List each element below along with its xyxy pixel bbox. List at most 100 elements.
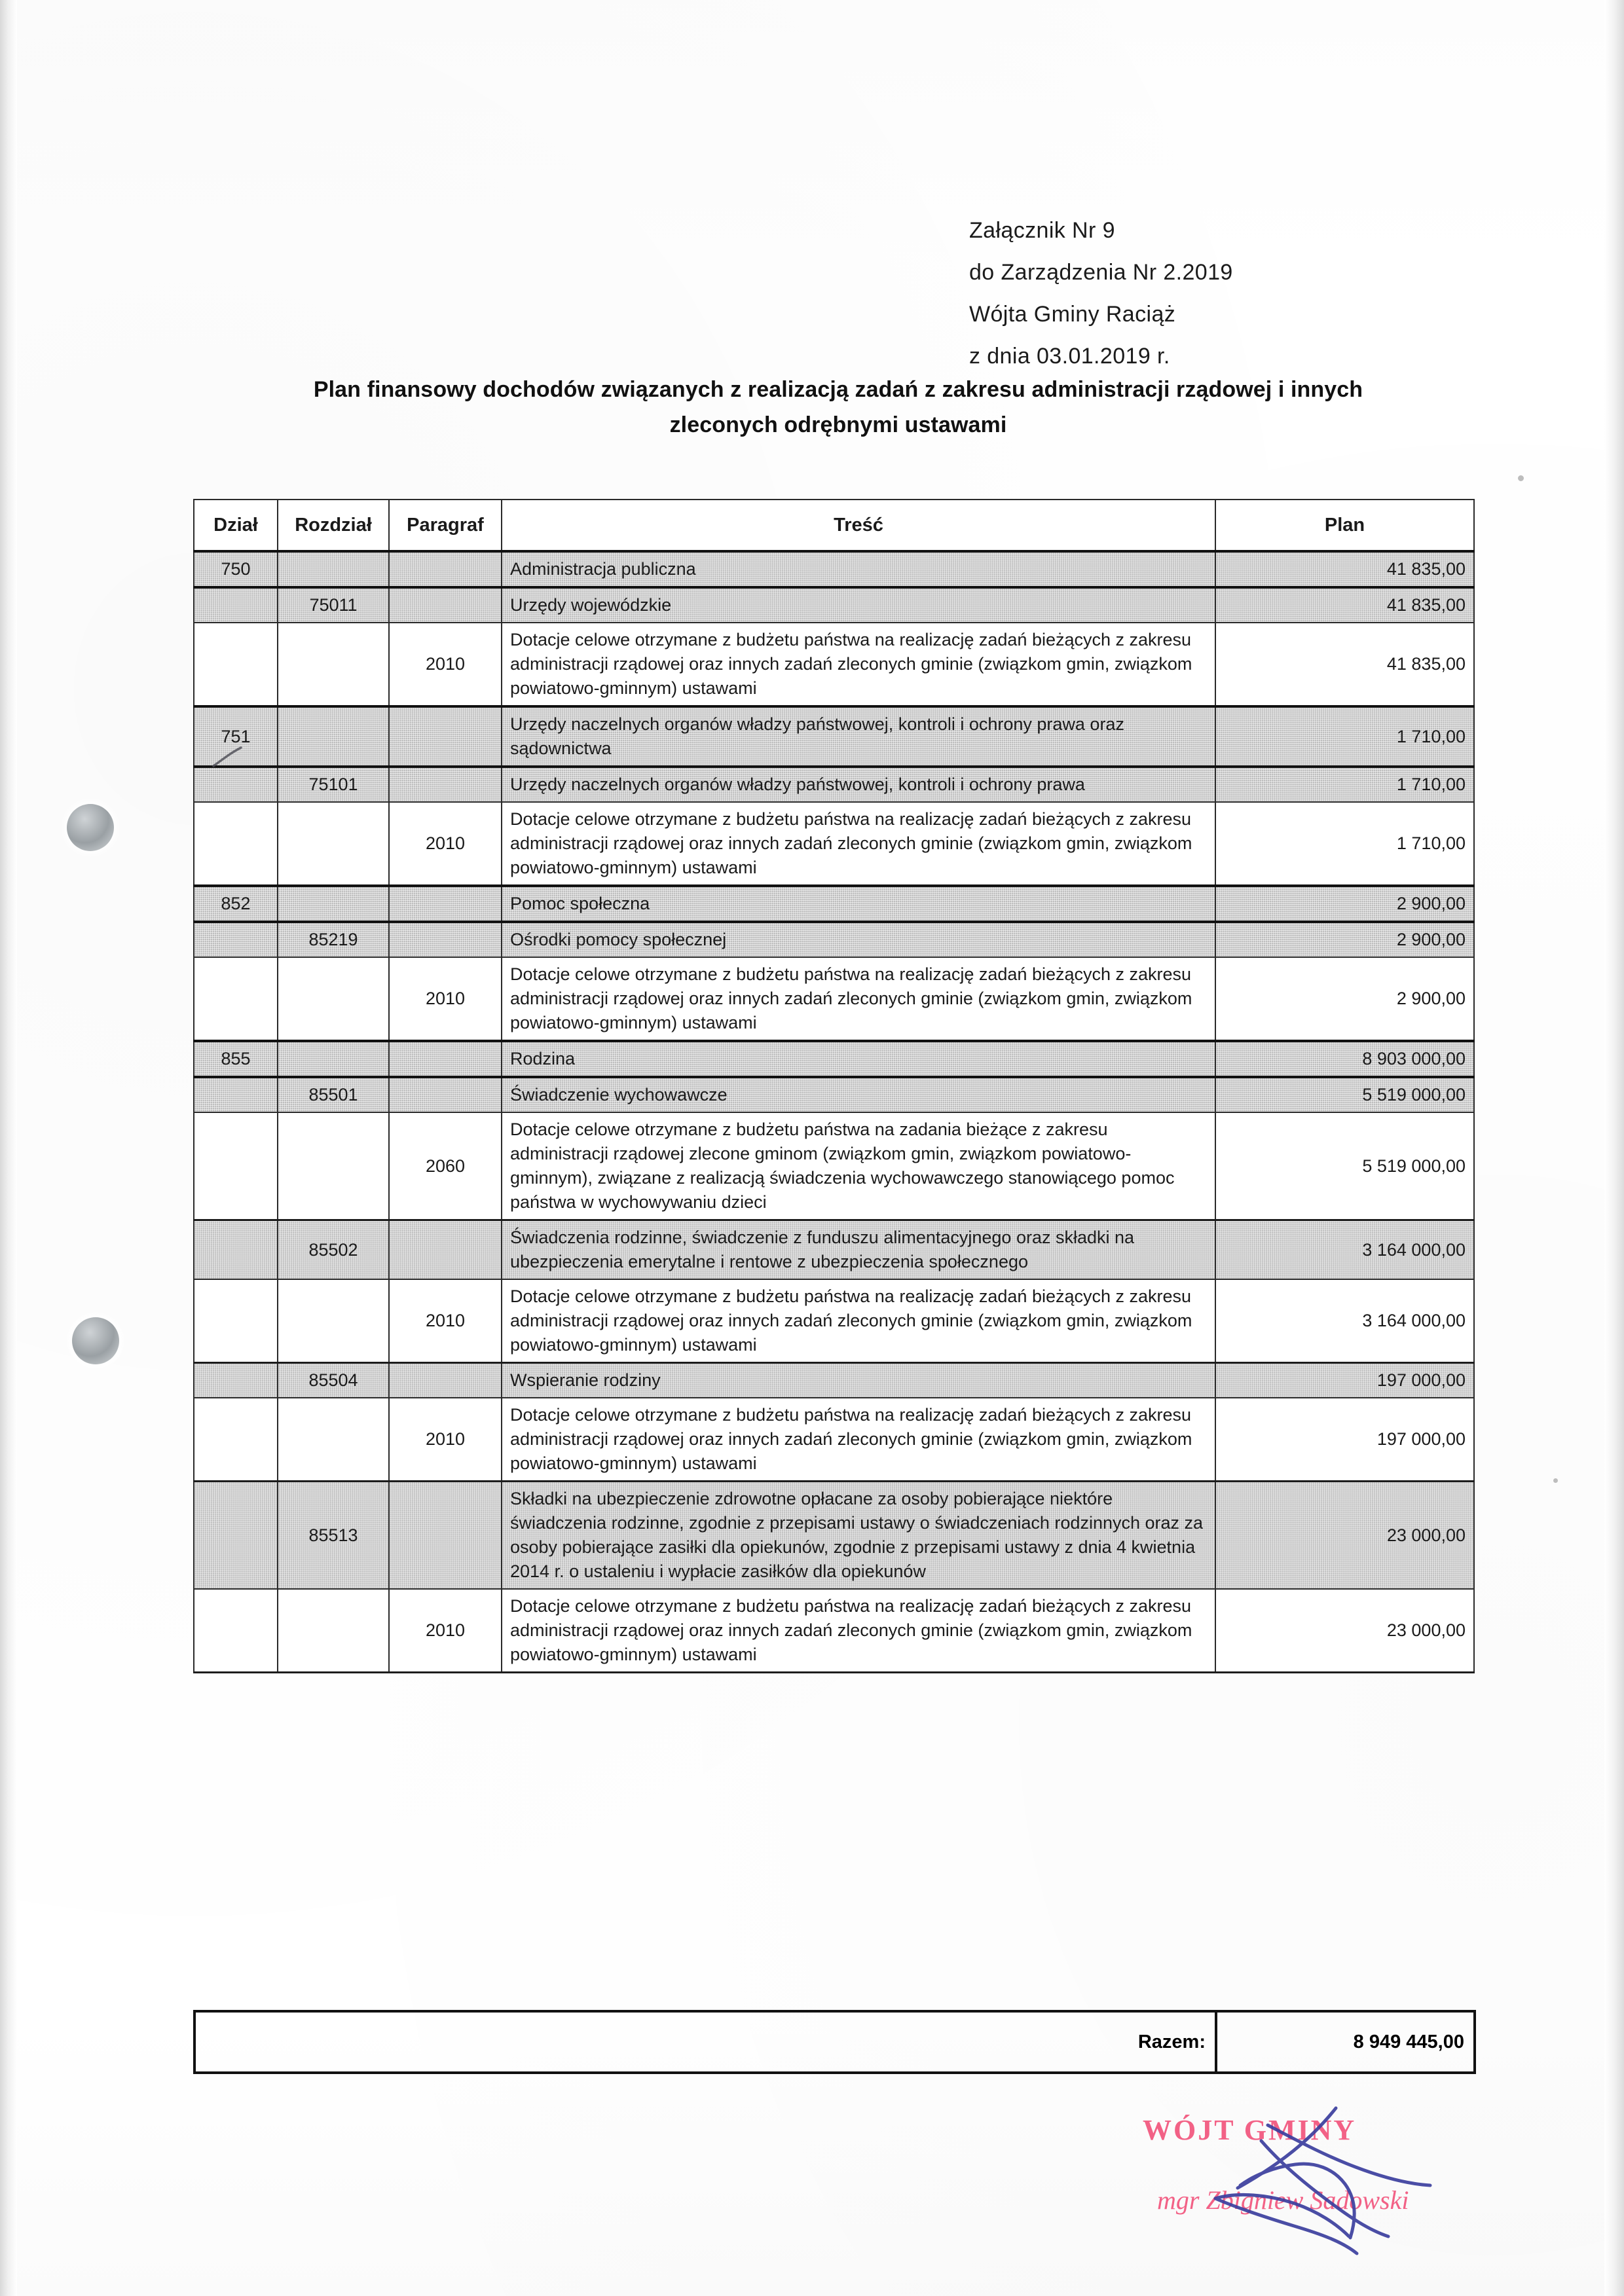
- attachment-header: Załącznik Nr 9 do Zarządzenia Nr 2.2019 …: [969, 210, 1506, 377]
- cell-paragraf-8: 2010: [388, 957, 502, 1042]
- cell-tresc-9: Rodzina: [501, 1040, 1216, 1078]
- table-header-row: Dział Rozdział Paragraf Treść Plan: [193, 499, 1475, 553]
- scan-speck: [1518, 475, 1524, 481]
- cell-tresc-1: Urzędy wojewódzkie: [501, 587, 1216, 623]
- cell-dzial-14: [193, 1362, 278, 1398]
- cell-paragraf-16: [388, 1480, 502, 1590]
- cell-plan-8: 2 900,00: [1215, 957, 1475, 1042]
- cell-rozdzial-1: 75011: [277, 587, 390, 623]
- cell-tresc-13: Dotacje celowe otrzymane z budżetu państ…: [501, 1279, 1216, 1364]
- column-header-plan: Plan: [1215, 499, 1475, 553]
- cell-dzial-1: [193, 587, 278, 623]
- cell-rozdzial-14: 85504: [277, 1362, 390, 1398]
- cell-paragraf-1: [388, 587, 502, 623]
- cell-tresc-0: Administracja publiczna: [501, 550, 1216, 589]
- cell-tresc-16: Składki na ubezpieczenie zdrowotne opłac…: [501, 1480, 1216, 1590]
- cell-rozdzial-9: [277, 1040, 390, 1078]
- table-row: 2010 Dotacje celowe otrzymane z budżetu p…: [193, 1397, 1475, 1482]
- cell-plan-2: 41 835,00: [1215, 622, 1475, 708]
- cell-rozdzial-12: 85502: [277, 1219, 390, 1280]
- attachment-line-4: z dnia 03.01.2019 r.: [969, 344, 1170, 369]
- table-row: 85502 Świadczenia rodzinne, świadczenie z…: [193, 1219, 1475, 1280]
- column-header-tresc: Treść: [501, 499, 1216, 553]
- attachment-line-3: Wójta Gminy Raciąż: [969, 302, 1176, 327]
- official-stamp: WÓJT GMINY mgr Zbigniew Sadowski: [1143, 2113, 1496, 2215]
- cell-plan-10: 5 519 000,00: [1215, 1076, 1475, 1113]
- table-row: 2010 Dotacje celowe otrzymane z budżetu p…: [193, 622, 1475, 708]
- table-row: 85219 Ośrodki pomocy społecznej 2 900,00: [193, 921, 1475, 958]
- table-row: 2010 Dotacje celowe otrzymane z budżetu p…: [193, 801, 1475, 887]
- table-row: 85504 Wspieranie rodziny 197 000,00: [193, 1362, 1475, 1398]
- cell-paragraf-12: [388, 1219, 502, 1280]
- cell-plan-12: 3 164 000,00: [1215, 1219, 1475, 1280]
- total-row-table: Razem: 8 949 445,00: [193, 2010, 1476, 2074]
- cell-plan-7: 2 900,00: [1215, 921, 1475, 958]
- table-body: 750 Administracja publiczna 41 835,00 75011…: [193, 550, 1475, 1673]
- table-row: 750 Administracja publiczna 41 835,00: [193, 550, 1475, 589]
- cell-plan-1: 41 835,00: [1215, 587, 1475, 623]
- cell-rozdzial-2: [277, 622, 390, 708]
- table-row: 2010 Dotacje celowe otrzymane z budżetu p…: [193, 1279, 1475, 1364]
- cell-paragraf-6: [388, 884, 502, 923]
- cell-dzial-4: [193, 766, 278, 803]
- cell-tresc-14: Wspieranie rodziny: [501, 1362, 1216, 1398]
- cell-rozdzial-4: 75101: [277, 766, 390, 803]
- cell-rozdzial-8: [277, 957, 390, 1042]
- cell-plan-17: 23 000,00: [1215, 1588, 1475, 1673]
- cell-tresc-10: Świadczenie wychowawcze: [501, 1076, 1216, 1113]
- cell-paragraf-15: 2010: [388, 1397, 502, 1482]
- cell-tresc-15: Dotacje celowe otrzymane z budżetu państ…: [501, 1397, 1216, 1482]
- cell-plan-3: 1 710,00: [1215, 705, 1475, 768]
- cell-plan-15: 197 000,00: [1215, 1397, 1475, 1482]
- cell-paragraf-13: 2010: [388, 1279, 502, 1364]
- cell-paragraf-2: 2010: [388, 622, 502, 708]
- cell-rozdzial-5: [277, 801, 390, 887]
- document-title: Plan finansowy dochodów związanych z rea…: [164, 372, 1513, 443]
- cell-rozdzial-10: 85501: [277, 1076, 390, 1113]
- cell-dzial-13: [193, 1279, 278, 1364]
- cell-rozdzial-13: [277, 1279, 390, 1364]
- column-header-dzial: Dział: [193, 499, 278, 553]
- budget-table: Dział Rozdział Paragraf Treść Plan 750 Ad…: [193, 499, 1475, 1673]
- cell-dzial-0: 750: [193, 550, 278, 589]
- cell-dzial-10: [193, 1076, 278, 1113]
- cell-dzial-6: 852: [193, 884, 278, 923]
- cell-rozdzial-7: 85219: [277, 921, 390, 958]
- stamp-name: mgr Zbigniew Sadowski: [1157, 2185, 1409, 2215]
- cell-tresc-6: Pomoc społeczna: [501, 884, 1216, 923]
- cell-tresc-11: Dotacje celowe otrzymane z budżetu państ…: [501, 1112, 1216, 1221]
- cell-rozdzial-6: [277, 884, 390, 923]
- cell-paragraf-0: [388, 550, 502, 589]
- cell-paragraf-11: 2060: [388, 1112, 502, 1221]
- table-row: 852 Pomoc społeczna 2 900,00: [193, 884, 1475, 923]
- cell-tresc-7: Ośrodki pomocy społecznej: [501, 921, 1216, 958]
- cell-dzial-5: [193, 801, 278, 887]
- cell-plan-16: 23 000,00: [1215, 1480, 1475, 1590]
- handwritten-signature: [1213, 2106, 1432, 2255]
- attachment-line-2: do Zarządzenia Nr 2.2019: [969, 260, 1233, 285]
- cell-plan-6: 2 900,00: [1215, 884, 1475, 923]
- total-value: 8 949 445,00: [1215, 2010, 1476, 2074]
- cell-paragraf-4: [388, 766, 502, 803]
- cell-paragraf-3: [388, 705, 502, 768]
- cell-dzial-3: 751: [193, 705, 278, 768]
- cell-rozdzial-16: 85513: [277, 1480, 390, 1590]
- cell-dzial-11: [193, 1112, 278, 1221]
- cell-dzial-8: [193, 957, 278, 1042]
- page-left-edge-shadow: [0, 0, 17, 2296]
- cell-paragraf-7: [388, 921, 502, 958]
- table-row: 75101 Urzędy naczelnych organów władzy pa…: [193, 766, 1475, 803]
- page-right-edge-shadow: [1604, 0, 1624, 2296]
- cell-dzial-7: [193, 921, 278, 958]
- stamp-title: WÓJT GMINY: [1143, 2114, 1357, 2146]
- cell-dzial-16: [193, 1480, 278, 1590]
- cell-tresc-12: Świadczenia rodzinne, świadczenie z fund…: [501, 1219, 1216, 1280]
- cell-plan-4: 1 710,00: [1215, 766, 1475, 803]
- cell-paragraf-14: [388, 1362, 502, 1398]
- column-header-paragraf: Paragraf: [388, 499, 502, 553]
- cell-paragraf-17: 2010: [388, 1588, 502, 1673]
- cell-rozdzial-11: [277, 1112, 390, 1221]
- cell-dzial-2: [193, 622, 278, 708]
- table-row: 751 Urzędy naczelnych organów władzy pańs…: [193, 705, 1475, 768]
- document-title-line-1: Plan finansowy dochodów związanych z rea…: [313, 377, 1363, 402]
